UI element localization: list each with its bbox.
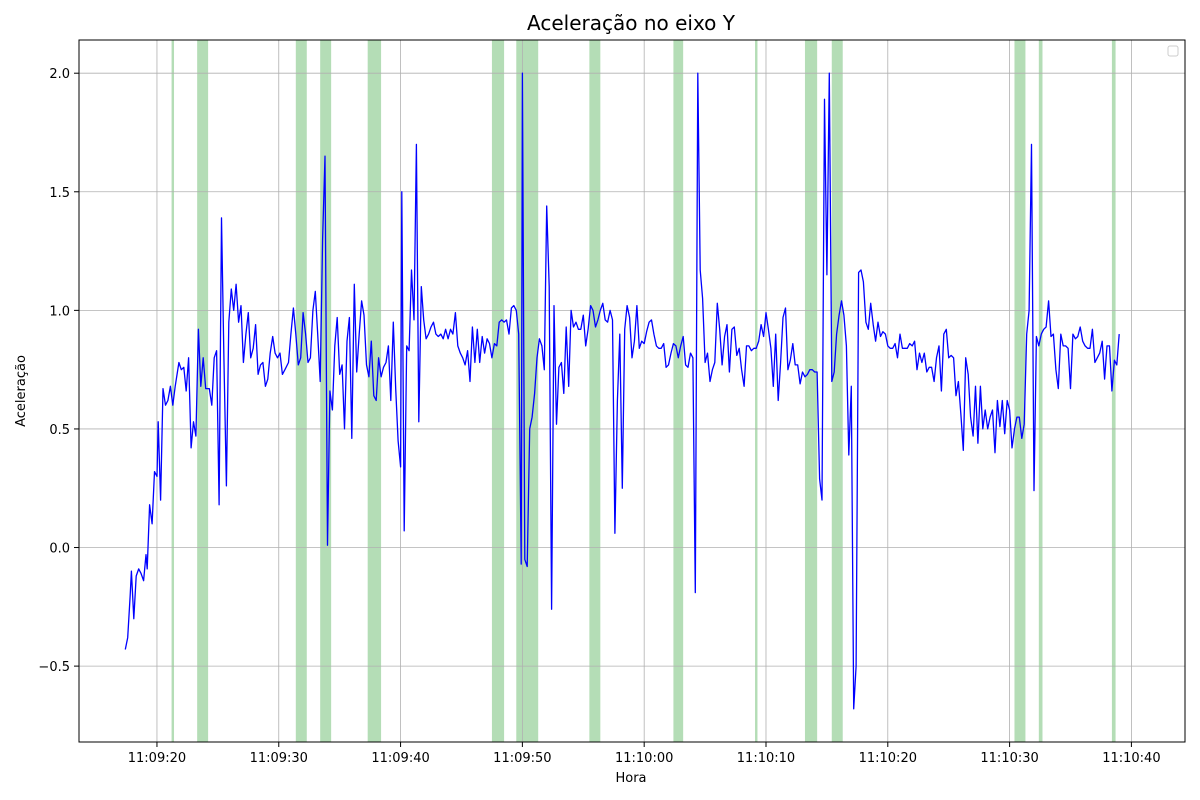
y-axis-label: Aceleração <box>14 355 29 427</box>
y-tick-label: −0.5 <box>38 660 70 675</box>
y-tick-label: 0.5 <box>49 423 70 438</box>
highlight-band <box>804 40 818 742</box>
plot-frame <box>78 39 1186 743</box>
highlight-band <box>1014 40 1026 742</box>
highlight-band <box>1111 40 1116 742</box>
highlight-band <box>589 40 601 742</box>
highlight-band <box>367 40 382 742</box>
y-tick-label: 1.5 <box>49 186 70 201</box>
legend-box <box>1167 45 1179 57</box>
x-axis: 11:09:20 11:09:30 11:09:40 11:09:50 11:10:00… <box>128 742 1161 766</box>
series-line <box>124 72 1120 710</box>
x-tick-label: 11:10:20 <box>859 751 917 766</box>
y-tick-label: 1.0 <box>49 304 70 319</box>
x-tick-label: 11:10:00 <box>615 751 673 766</box>
x-tick-label: 11:10:10 <box>737 751 795 766</box>
highlight-band <box>491 40 505 742</box>
highlight-band <box>673 40 684 742</box>
x-tick-label: 11:09:40 <box>371 751 429 766</box>
x-tick-label: 11:09:20 <box>128 751 186 766</box>
highlight-band <box>320 40 332 742</box>
highlight-band <box>755 40 758 742</box>
chart-title: Aceleração no eixo Y <box>527 11 736 35</box>
y-tick-label: 2.0 <box>49 67 70 82</box>
x-tick-label: 11:09:50 <box>493 751 551 766</box>
highlight-band <box>171 40 175 742</box>
highlight-band <box>197 40 209 742</box>
y-tick-label: 0.0 <box>49 542 70 557</box>
y-axis: −0.5 0.0 0.5 1.0 1.5 2.0 <box>38 67 79 675</box>
highlight-bands <box>171 40 1116 742</box>
x-tick-label: 11:10:30 <box>980 751 1038 766</box>
x-tick-label: 11:09:30 <box>250 751 308 766</box>
highlight-band <box>1038 40 1043 742</box>
x-tick-label: 11:10:40 <box>1102 751 1160 766</box>
highlight-band <box>831 40 843 742</box>
x-axis-label: Hora <box>615 771 646 786</box>
highlight-band <box>295 40 307 742</box>
